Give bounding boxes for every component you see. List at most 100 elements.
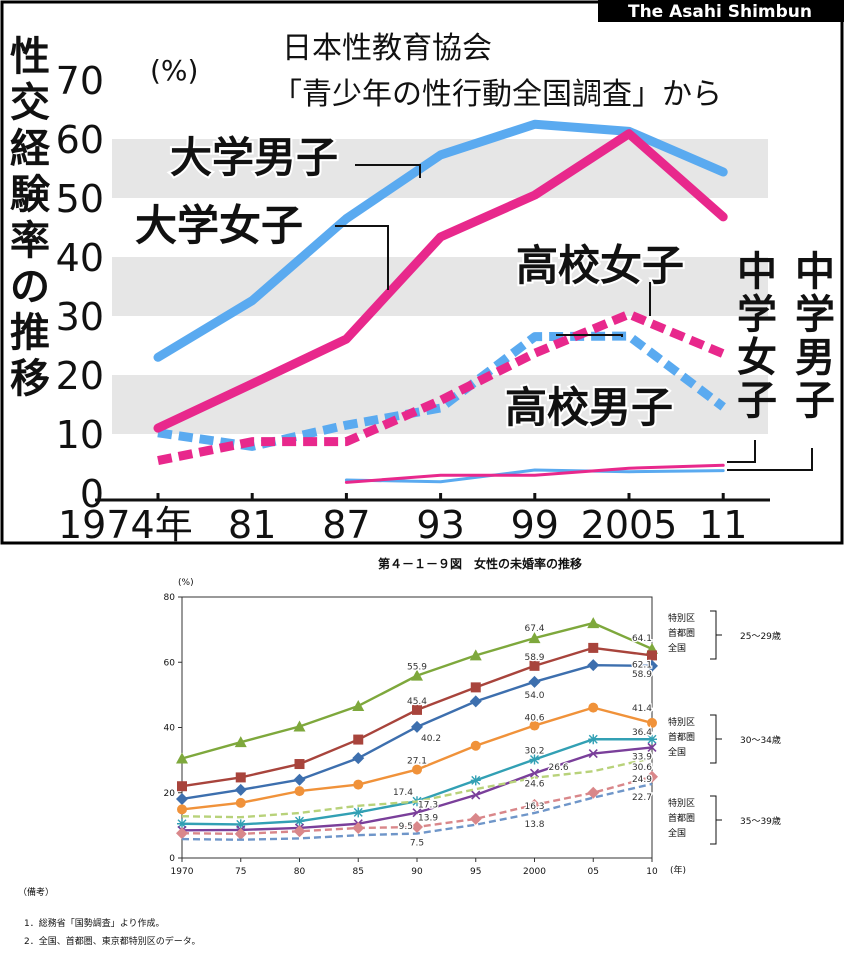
data-label: 62.1 <box>632 660 652 670</box>
y-tick-label: 40 <box>164 724 176 734</box>
data-point <box>412 704 422 715</box>
note-1: 1．総務省「国勢調査」より作成。 <box>24 917 165 929</box>
y-tick-label: 30 <box>56 295 104 339</box>
data-label: 33.9 <box>632 752 652 762</box>
data-label: 30.2 <box>524 746 544 756</box>
y-tick-label: 20 <box>56 354 104 398</box>
series-line <box>181 621 653 760</box>
data-point <box>235 819 246 830</box>
y-tick-label: 0 <box>169 854 175 864</box>
data-point <box>647 734 657 745</box>
data-point <box>353 807 364 818</box>
y-tick-label: 10 <box>56 413 104 457</box>
series-lines <box>153 119 728 484</box>
data-point <box>353 734 364 745</box>
data-point <box>234 827 247 840</box>
data-label: 22.7 <box>632 793 652 803</box>
data-point <box>588 702 599 713</box>
chart-title: 第４－１－９図 女性の未婚率の推移 <box>378 556 582 571</box>
label-char: 女 <box>737 335 777 381</box>
data-point <box>528 675 541 688</box>
label-char: 男 <box>795 335 835 381</box>
label-char: 学 <box>795 292 835 338</box>
data-point <box>177 818 187 829</box>
data-point <box>294 816 305 827</box>
sexual-experience-chart: The Asahi Shimbun 性交経験率の推移 (%) 日本性教育協会 「… <box>0 0 844 545</box>
data-point <box>177 804 187 815</box>
data-point <box>294 786 305 797</box>
data-point <box>529 768 540 778</box>
x-tick-label: 2000 <box>523 867 546 877</box>
leader-line <box>335 225 389 290</box>
legend-label: 首都圏 <box>668 812 695 824</box>
top-chart-border <box>0 0 844 545</box>
x-tick-label: 10 <box>646 867 658 877</box>
data-point <box>412 808 422 818</box>
data-point <box>588 749 598 759</box>
data-point <box>234 736 247 748</box>
series <box>181 756 653 819</box>
series-line <box>157 331 726 451</box>
legend-age-label: 25～29歳 <box>740 630 781 642</box>
y-tick-label: 60 <box>56 118 104 162</box>
leader-line <box>355 164 421 178</box>
x-tick-label: 93 <box>416 503 464 545</box>
note-2: 2．全国、首都圏、東京都特別区のデータ。 <box>24 935 200 947</box>
legend-label: 特別区 <box>668 716 695 728</box>
data-label: 40.2 <box>421 734 441 744</box>
data-label: 41.4 <box>632 704 652 714</box>
series <box>177 642 657 792</box>
data-point <box>470 682 481 693</box>
data-point <box>529 660 540 671</box>
y-tick-label: 60 <box>164 658 176 668</box>
series <box>181 782 653 841</box>
data-label: 17.4 <box>393 788 413 798</box>
label-char: 学 <box>737 292 777 338</box>
data-label: 67.4 <box>524 624 544 634</box>
x-unit-label: (年) <box>670 864 686 876</box>
data-label: 24.6 <box>524 780 544 790</box>
y-tick-label: 80 <box>164 593 176 603</box>
x-tick-label: 05 <box>588 867 599 877</box>
notes-heading: （備考） <box>18 886 54 898</box>
series-label: 大学女子 <box>135 201 303 250</box>
data-point <box>177 781 187 792</box>
y-tick-label: 70 <box>56 59 104 103</box>
x-tick-label: 2005 <box>581 503 678 545</box>
data-label: 9.5 <box>399 822 413 832</box>
data-label: 27.1 <box>407 757 427 767</box>
x-tick-label: 11 <box>699 503 747 545</box>
label-char: 子 <box>795 378 835 424</box>
x-tick-label: 80 <box>294 867 306 877</box>
series-line <box>157 309 725 465</box>
series-line <box>181 782 653 841</box>
legend-label: 首都圏 <box>668 627 695 639</box>
unit-label: (%) <box>178 578 194 588</box>
series-lines <box>176 617 658 841</box>
data-label: 17.3 <box>418 801 438 811</box>
x-tick-label: 87 <box>322 503 370 545</box>
x-axis: 1974年 81 87 93 99 2005 11 <box>58 493 770 545</box>
data-label: 13.8 <box>524 820 544 830</box>
data-point <box>587 659 600 672</box>
data-label: 24.9 <box>632 775 652 785</box>
credit-text: The Asahi Shimbun <box>628 2 812 22</box>
data-point <box>294 759 305 770</box>
legend-label: 特別区 <box>668 612 695 624</box>
data-point <box>646 659 658 672</box>
data-point <box>234 783 247 796</box>
x-tick-label: 75 <box>235 867 246 877</box>
title-char: 交 <box>10 80 50 126</box>
series-label: 高校女子 <box>516 241 684 290</box>
data-point <box>646 770 658 783</box>
data-point <box>176 827 188 840</box>
x-tick-label: 85 <box>353 867 364 877</box>
x-tick-label: 1974年 <box>58 503 193 545</box>
legend-label: 首都圏 <box>668 731 695 743</box>
title-char: の <box>10 264 50 310</box>
data-point <box>352 752 365 765</box>
y-tick-label: 50 <box>56 177 104 221</box>
legend-bracket <box>710 610 722 660</box>
series-line <box>344 463 725 484</box>
grid-band <box>112 375 768 434</box>
